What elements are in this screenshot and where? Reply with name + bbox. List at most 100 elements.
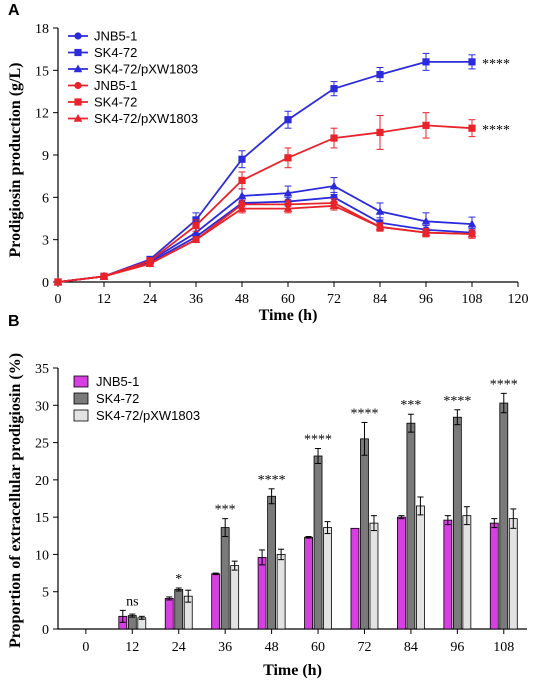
data-point	[329, 181, 339, 190]
legend-swatch	[73, 375, 89, 388]
series-line	[57, 196, 473, 283]
data-point	[376, 128, 384, 137]
bar	[462, 515, 472, 630]
x-tick-label: 96	[419, 292, 433, 307]
legend-label: SK4-72	[94, 95, 137, 110]
x-tick-label: 84	[373, 292, 387, 307]
data-point	[283, 188, 293, 197]
x-tick-label: 84	[404, 640, 418, 655]
data-point	[99, 271, 109, 280]
data-point	[74, 32, 82, 40]
series-line	[57, 185, 473, 283]
series-line	[57, 124, 473, 283]
data-point	[468, 58, 476, 66]
data-point	[376, 70, 384, 79]
y-tick-label: 3	[42, 234, 49, 249]
x-tick-label: 48	[265, 640, 279, 655]
data-point	[422, 58, 430, 66]
series-5	[53, 201, 477, 286]
x-tick-label: 36	[189, 292, 203, 307]
legend-swatch	[73, 409, 89, 422]
legend-label: SK4-72	[96, 391, 139, 406]
y-tick-label: 35	[35, 362, 49, 377]
x-tick-label: 24	[172, 640, 186, 655]
legend-label: SK4-72	[94, 45, 137, 60]
y-tick-label: 15	[35, 64, 49, 79]
x-tick-label: 60	[281, 292, 295, 307]
panel-b-bar-chart: B 0 5 10 15 20 25 30 35 0 12 24 36 48 60 72 84 96 108 Time …	[7, 313, 527, 679]
legend-label: SK4-72/pXW1803	[96, 408, 200, 423]
significance-label: ****	[482, 57, 510, 72]
legend-label: SK4-72/pXW1803	[94, 111, 198, 126]
data-point	[422, 121, 430, 129]
data-point	[375, 206, 385, 215]
bar-series-0	[118, 515, 499, 630]
bar	[360, 438, 369, 630]
legend-label: JNB5-1	[94, 29, 137, 44]
y-axis-title: Prodigiosin production (g/L)	[7, 63, 24, 258]
x-tick-label: 12	[125, 640, 139, 655]
significance-label: ***	[215, 503, 236, 518]
data-point	[284, 154, 292, 162]
legend: JNB5-1 SK4-72 SK4-72/pXW1803	[73, 374, 200, 423]
bar	[397, 516, 406, 630]
significance-label: ****	[304, 433, 332, 448]
legend-label: JNB5-1	[96, 374, 139, 389]
data-point	[467, 219, 477, 228]
bar	[257, 557, 267, 630]
significance-label: ****	[350, 406, 378, 421]
x-tick-label: 72	[357, 640, 371, 655]
x-tick-label: 12	[97, 292, 111, 307]
data-point	[238, 155, 246, 163]
data-point	[283, 204, 293, 212]
data-point	[330, 134, 338, 142]
x-tick-label: 108	[462, 292, 483, 307]
bar	[369, 522, 379, 630]
data-point	[74, 48, 82, 57]
y-tick-label: 10	[35, 548, 49, 563]
data-point	[330, 85, 338, 93]
y-tick-label: 6	[42, 191, 49, 206]
legend-swatch	[73, 392, 89, 405]
data-point	[191, 235, 201, 243]
bar	[452, 416, 462, 630]
x-tick-label: 36	[218, 640, 232, 655]
x-tick-label: 0	[55, 292, 62, 307]
data-point	[421, 216, 431, 225]
bar	[267, 495, 277, 630]
x-axis-title: Time (h)	[259, 307, 318, 324]
x-tick-label: 60	[311, 640, 325, 655]
bar	[174, 589, 184, 630]
data-point	[467, 229, 477, 238]
significance-label: ns	[126, 594, 138, 609]
significance-label: ***	[400, 398, 421, 413]
data-point	[145, 259, 155, 267]
bar	[489, 522, 499, 630]
bar	[230, 565, 240, 630]
x-tick-label: 0	[82, 640, 89, 655]
series-line	[57, 204, 473, 283]
y-tick-label: 12	[35, 107, 49, 122]
significance-label: ****	[490, 377, 518, 392]
y-tick-label: 9	[42, 149, 49, 164]
y-tick-label: 15	[35, 511, 49, 526]
legend-label: SK4-72/pXW1803	[94, 62, 198, 77]
significance-label: ****	[258, 473, 286, 488]
data-point	[284, 116, 292, 124]
bar-series-2	[137, 496, 518, 630]
significance-label: ****	[443, 394, 471, 409]
legend-label: JNB5-1	[94, 78, 137, 93]
bar	[499, 402, 509, 630]
y-tick-label: 18	[35, 22, 49, 37]
bar	[508, 518, 518, 630]
bar	[220, 527, 230, 630]
bar	[443, 519, 453, 630]
x-axis-title: Time (h)	[263, 662, 322, 679]
significance-label: ****	[482, 123, 510, 138]
data-point	[329, 201, 339, 210]
y-tick-label: 30	[35, 399, 49, 414]
y-tick-label: 20	[35, 474, 49, 489]
data-point	[421, 228, 431, 236]
bar	[350, 527, 360, 630]
